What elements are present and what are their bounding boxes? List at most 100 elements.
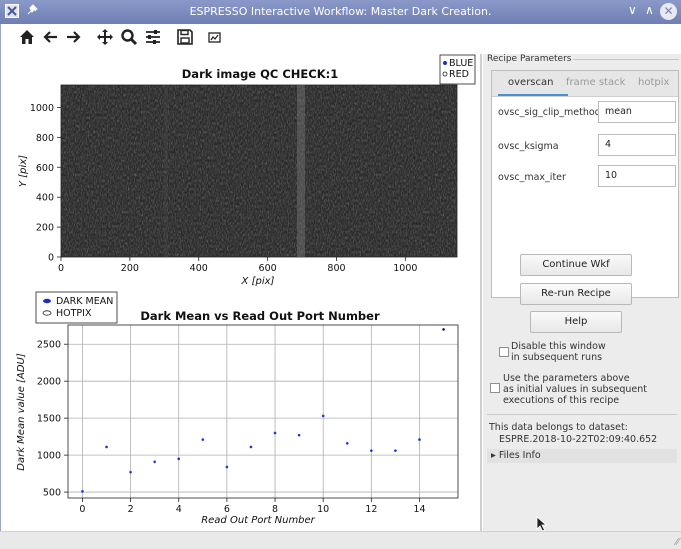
plot2-y-tick-label: 2500 (37, 340, 61, 351)
expand-arrow-icon: ▸ (491, 450, 496, 461)
disable-window-label: Disable this window in subsequent runs (511, 341, 606, 363)
tab-hotpix[interactable]: hotpix (638, 77, 670, 88)
plot2-y-tick-label: 500 (43, 488, 61, 499)
tab-overscan[interactable]: overscan (508, 77, 554, 88)
plot2-legend: DARK MEAN HOTPIX (35, 291, 118, 324)
plot1-y-tick-label: 1000 (30, 103, 54, 114)
use-initial-values-label: Use the parameters above as initial valu… (503, 373, 647, 406)
tab-frame-stack[interactable]: frame stack (566, 77, 626, 88)
panel-separator (487, 414, 677, 415)
dark-mean-point (153, 460, 156, 464)
param-label-ovsc-max-iter: ovsc_max_iter (498, 172, 566, 183)
plot2-y-tick-label: 1000 (37, 451, 61, 462)
maximize-icon[interactable]: ∧ (645, 3, 654, 17)
minimize-icon[interactable]: ∨ (628, 3, 637, 17)
dark-mean-point (225, 465, 229, 469)
dark-mean-point (370, 449, 373, 452)
active-tab-indicator (498, 94, 568, 96)
x-window-icon[interactable] (4, 4, 20, 20)
legend-hotpix-label: HOTPIX (56, 308, 92, 319)
dark-mean-point (129, 470, 132, 474)
rerun-recipe-button[interactable]: Re-run Recipe (520, 283, 632, 305)
continue-workflow-button[interactable]: Continue Wkf (520, 254, 632, 276)
plot2-x-tick-label: 0 (79, 504, 85, 515)
plot1-x-tick-label: 400 (190, 263, 208, 274)
disable-window-label-line2: in subsequent runs (511, 352, 603, 363)
dark-mean-point (105, 445, 108, 449)
plot2-x-tick-label: 6 (224, 504, 230, 515)
splitter-handle[interactable] (480, 54, 482, 531)
disable-window-label-line1: Disable this window (511, 341, 606, 352)
pin-icon[interactable] (24, 4, 40, 20)
dark-mean-point (442, 328, 445, 331)
dark-mean-point (297, 433, 301, 437)
dataset-id: ESPRE.2018-10-22T02:09:40.652 (499, 434, 658, 445)
dark-mean-point (201, 438, 205, 441)
dataset-caption: This data belongs to dataset: (489, 422, 628, 433)
back-arrow-icon[interactable] (40, 28, 62, 52)
dark-mean-point (321, 414, 325, 418)
dark-mean-point (81, 490, 84, 493)
plot2-y-tick-label: 1500 (37, 414, 61, 425)
legend-blue-label: BLUE (449, 58, 473, 69)
window-left-border (0, 24, 1, 549)
zoom-icon[interactable] (118, 28, 140, 52)
dark-mean-point (345, 441, 349, 445)
use-initial-values-line3: executions of this recipe (503, 395, 620, 406)
window-title: ESPRESSO Interactive Workflow: Master Da… (189, 5, 492, 18)
use-initial-values-line2: as initial values in subsequent (503, 384, 647, 395)
use-initial-values-line1: Use the parameters above (503, 373, 630, 384)
dark-mean-point (394, 449, 397, 452)
plot1-x-tick-label: 0 (58, 263, 64, 274)
param-input-ovsc-ksigma[interactable]: 4 (598, 134, 676, 156)
edit-axes-icon[interactable] (204, 28, 226, 52)
plot1-ylabel: Y [pix] (18, 155, 29, 187)
dark-mean-point (273, 431, 277, 435)
plot1-y-tick-label: 0 (48, 253, 54, 264)
close-icon[interactable]: ✕ (660, 3, 677, 20)
plot1-x-tick-label: 1000 (393, 263, 417, 274)
plot1-legend: BLUE RED (439, 54, 476, 85)
plot2-x-tick-label: 12 (365, 504, 377, 515)
plot2-x-tick-label: 8 (272, 504, 278, 515)
recipe-parameters-title: Recipe Parameters (485, 54, 574, 64)
param-input-ovsc-max-iter[interactable]: 10 (598, 165, 676, 187)
param-label-ovsc-ksigma: ovsc_ksigma (498, 141, 559, 152)
forward-arrow-icon[interactable] (62, 28, 84, 52)
title-bar: ESPRESSO Interactive Workflow: Master Da… (0, 0, 681, 24)
save-icon[interactable] (174, 28, 196, 52)
legend-blue-marker (443, 61, 447, 65)
status-bar: ⁄⁄ (0, 531, 681, 549)
files-info-label: Files Info (498, 450, 541, 461)
plot2-x-tick-label: 10 (317, 504, 329, 515)
param-input-ovsc-sig-clip-method[interactable]: mean (598, 101, 676, 123)
recipe-panel: Recipe Parameters overscan frame stack h… (483, 54, 681, 531)
help-button[interactable]: Help (530, 311, 622, 333)
plot2-y-tick-label: 2000 (37, 377, 61, 388)
plot1-x-tick-label: 800 (327, 263, 345, 274)
pan-icon[interactable] (94, 28, 116, 52)
dark-mean-point (249, 445, 253, 449)
disable-window-checkbox[interactable] (499, 347, 509, 357)
tab-bar: overscan frame stack hotpix (492, 71, 678, 97)
plot2-title: Dark Mean vs Read Out Port Number (140, 309, 380, 323)
param-label-ovsc-sig-clip-method: ovsc_sig_clip_method (498, 107, 601, 118)
dark-mean-point (177, 457, 181, 461)
dark-image-heatmap (60, 84, 458, 258)
files-info-toggle[interactable]: ▸ Files Info (487, 449, 677, 463)
plot2-ylabel: Dark Mean value [ADU] (16, 353, 27, 471)
dark-mean-point (418, 438, 421, 441)
plot2-x-tick-label: 14 (413, 504, 425, 515)
resize-grip-icon[interactable]: ⁄⁄ (675, 537, 679, 548)
configure-icon[interactable] (142, 28, 164, 52)
plot1-x-tick-label: 200 (121, 263, 139, 274)
legend-dark-mean-marker (43, 298, 51, 304)
plot1-y-tick-label: 800 (36, 133, 54, 144)
legend-red-marker (442, 71, 448, 77)
plot1-xlabel: X [pix] (241, 276, 275, 287)
plot-canvas[interactable]: Dark image QC CHECK:1 0 200 400 600 800 1000 … (12, 54, 480, 531)
plot1-y-tick-label: 400 (36, 193, 54, 204)
home-icon[interactable] (16, 28, 38, 52)
legend-hotpix-marker (42, 310, 52, 316)
use-initial-values-checkbox[interactable] (490, 383, 500, 393)
